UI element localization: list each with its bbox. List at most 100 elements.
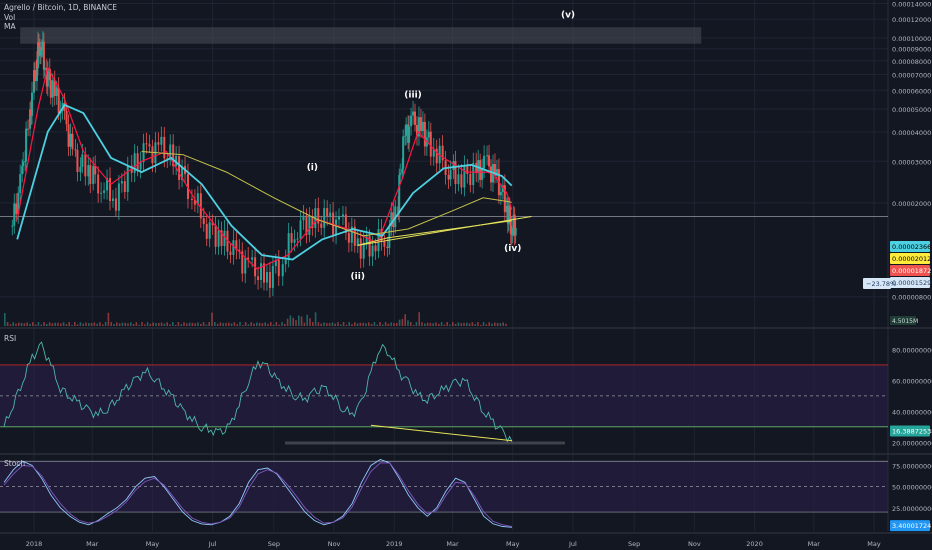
candle-body <box>126 165 129 192</box>
volume-bar <box>298 315 300 326</box>
candle-body <box>92 166 95 184</box>
volume-bar <box>312 322 314 326</box>
candle-body <box>260 263 263 280</box>
rsi-legend: RSI <box>4 334 16 344</box>
candle-body <box>71 133 74 150</box>
rsi-label[interactable]: RSI <box>4 334 17 343</box>
candle-body <box>43 67 46 70</box>
time-tick-label: Sep <box>268 540 280 548</box>
stoch-tick-label: 25.00000000 <box>892 505 932 513</box>
volume-bar <box>130 322 132 326</box>
candle-body <box>390 212 393 227</box>
volume-bar <box>412 324 415 326</box>
volume-bar <box>435 322 437 326</box>
volume-bar <box>211 312 213 326</box>
candle-body <box>69 133 72 147</box>
volume-bar <box>426 322 429 326</box>
candle-body <box>323 208 326 228</box>
candle-body <box>466 165 469 174</box>
moving-average-fast <box>16 65 513 270</box>
volume-bar <box>34 324 37 326</box>
candle-body <box>181 166 184 180</box>
volume-bar <box>468 323 471 326</box>
candle-body <box>296 238 299 240</box>
candle-body <box>454 161 457 185</box>
volume-bar <box>71 324 73 326</box>
volume-bar <box>233 322 236 326</box>
candle-body <box>463 165 466 188</box>
candle-body <box>483 155 486 169</box>
volume-bar <box>317 322 320 326</box>
candle-body <box>205 223 208 239</box>
candle-body <box>214 225 217 247</box>
volume-bar <box>432 323 434 326</box>
candle-body <box>371 245 374 257</box>
ma-indicator-label[interactable]: MA <box>4 22 16 31</box>
volume-bar <box>342 322 345 326</box>
candle-body <box>29 109 32 129</box>
stoch-label[interactable]: Stoch <box>4 459 26 468</box>
candle-body <box>383 241 386 247</box>
candle-body <box>495 169 498 176</box>
volume-bar <box>253 323 255 326</box>
wave-label: (iii) <box>404 90 421 100</box>
candle-body <box>39 50 42 56</box>
volume-bar <box>135 322 138 326</box>
volume-bar <box>258 322 261 326</box>
volume-bar <box>236 324 238 326</box>
volume-indicator-label[interactable]: Vol <box>4 12 16 22</box>
volume-bar <box>390 322 392 326</box>
candle-body <box>438 145 441 164</box>
volume-bar <box>415 322 418 326</box>
candle-body <box>503 185 506 213</box>
price-tick-label: 0.00010000 <box>892 35 931 43</box>
volume-bar <box>177 322 180 326</box>
moving-average-slow <box>16 103 513 261</box>
rsi-tick-label: 20.00000000 <box>892 439 932 447</box>
candle-body <box>257 276 260 280</box>
volume-bar <box>219 322 222 326</box>
stoch-line-k <box>3 459 513 528</box>
candle-body <box>486 155 489 157</box>
candle-body <box>449 169 452 180</box>
volume-bar <box>309 318 311 326</box>
volume-bar <box>146 322 149 326</box>
candle-body <box>15 203 18 215</box>
price-tick-label: 0.00008000 <box>892 58 931 66</box>
time-tick-label: Mar <box>446 540 459 548</box>
rsi-value-label-bg <box>890 425 930 437</box>
candle-body <box>139 162 142 170</box>
price-label: 0.00001529 <box>892 279 931 287</box>
time-tick-label: Sep <box>628 540 640 548</box>
stoch-value-label: 3.40001724 <box>892 522 931 530</box>
candle-body <box>42 41 45 70</box>
volume-bar <box>443 324 446 326</box>
support-trendline <box>357 216 532 246</box>
volume-bar <box>163 323 166 326</box>
volume-bar <box>485 324 488 326</box>
rsi-tick-label: 60.00000000 <box>892 377 932 385</box>
symbol-line[interactable]: Agrello / Bitcoin, 1D, BINANCE <box>4 3 117 12</box>
candle-body <box>49 80 52 98</box>
candle-body <box>19 174 22 193</box>
volume-bar <box>373 322 376 326</box>
candle-body <box>493 164 496 176</box>
time-tick-label: Jul <box>568 540 577 548</box>
candle-body <box>247 257 250 260</box>
volume-bar <box>387 323 390 326</box>
volume-bar <box>155 323 157 326</box>
time-tick-label: Nov <box>328 540 341 548</box>
candle-body <box>33 70 36 82</box>
candle-body <box>36 42 39 69</box>
candle-body <box>415 124 418 137</box>
volume-bar <box>471 322 474 326</box>
candle-body <box>193 199 196 205</box>
candle-body <box>457 174 460 185</box>
volume-bar <box>20 322 23 326</box>
volume-bar <box>76 324 79 326</box>
candle-body <box>262 263 265 283</box>
wave-label: (iv) <box>504 244 521 254</box>
time-tick-label: May <box>146 540 160 548</box>
candle-body <box>329 212 332 217</box>
